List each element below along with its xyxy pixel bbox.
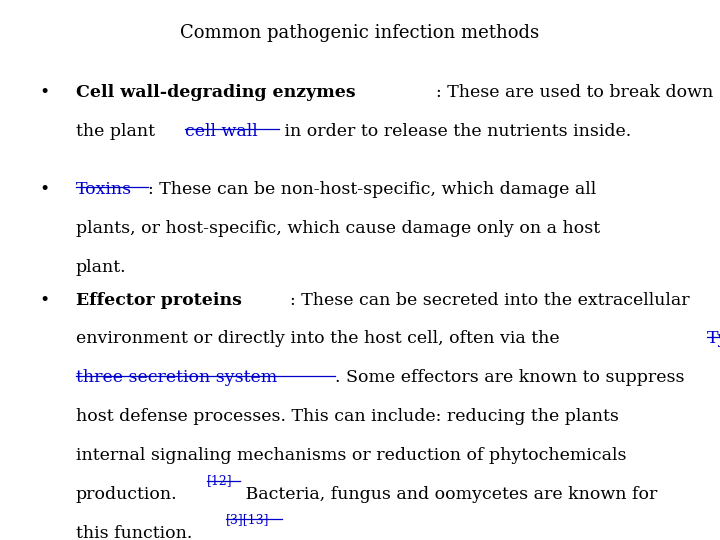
Text: •: • xyxy=(40,292,50,308)
Text: [12]: [12] xyxy=(207,474,233,487)
Text: production.: production. xyxy=(76,486,177,503)
Text: . Some effectors are known to suppress: . Some effectors are known to suppress xyxy=(336,369,685,386)
Text: Common pathogenic infection methods: Common pathogenic infection methods xyxy=(181,24,539,42)
Text: Type: Type xyxy=(707,330,720,347)
Text: Toxins: Toxins xyxy=(76,181,132,198)
Text: •: • xyxy=(40,181,50,198)
Text: host defense processes. This can include: reducing the plants: host defense processes. This can include… xyxy=(76,408,618,425)
Text: : These can be non-host-specific, which damage all: : These can be non-host-specific, which … xyxy=(148,181,596,198)
Text: : These can be secreted into the extracellular: : These can be secreted into the extrace… xyxy=(289,292,689,308)
Text: •: • xyxy=(40,84,50,100)
Text: plants, or host-specific, which cause damage only on a host: plants, or host-specific, which cause da… xyxy=(76,220,600,237)
Text: this function.: this function. xyxy=(76,525,192,540)
Text: in order to release the nutrients inside.: in order to release the nutrients inside… xyxy=(279,123,631,139)
Text: cell wall: cell wall xyxy=(184,123,257,139)
Text: Effector proteins: Effector proteins xyxy=(76,292,241,308)
Text: internal signaling mechanisms or reduction of phytochemicals: internal signaling mechanisms or reducti… xyxy=(76,447,626,464)
Text: [3][13]: [3][13] xyxy=(226,513,269,526)
Text: : These are used to break down: : These are used to break down xyxy=(436,84,714,100)
Text: plant.: plant. xyxy=(76,259,126,275)
Text: Cell wall-degrading enzymes: Cell wall-degrading enzymes xyxy=(76,84,355,100)
Text: environment or directly into the host cell, often via the: environment or directly into the host ce… xyxy=(76,330,564,347)
Text: the plant: the plant xyxy=(76,123,160,139)
Text: three secretion system: three secretion system xyxy=(76,369,277,386)
Text: Bacteria, fungus and oomycetes are known for: Bacteria, fungus and oomycetes are known… xyxy=(240,486,657,503)
